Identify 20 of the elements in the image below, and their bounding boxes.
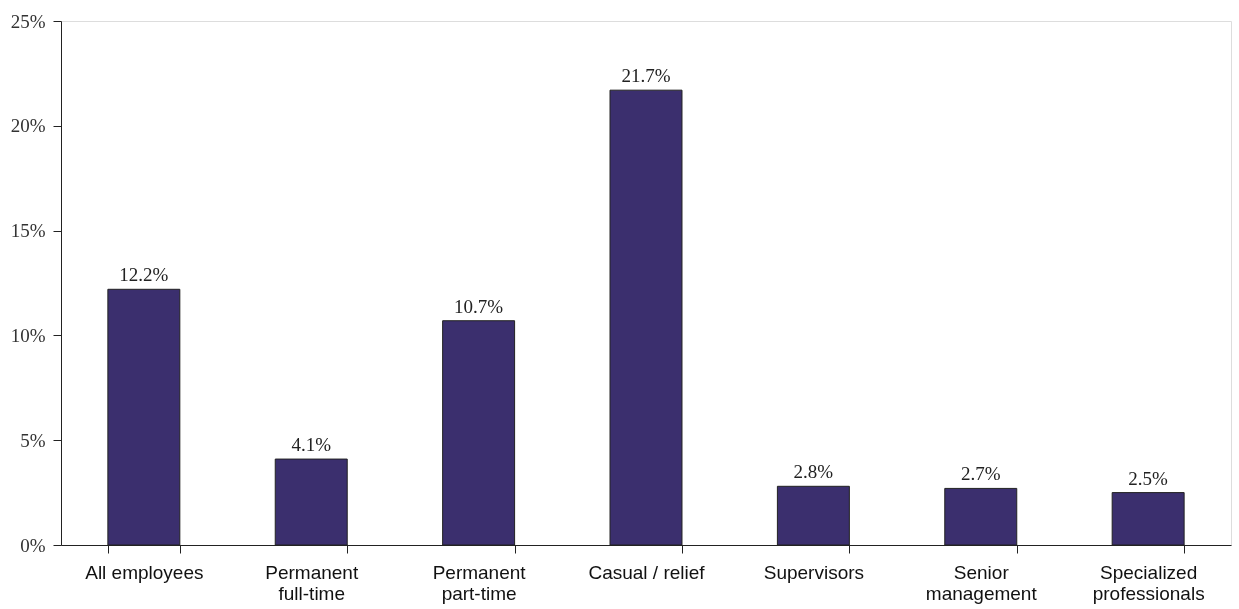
x-tick-label: Casual / relief — [588, 561, 706, 583]
y-tick-label: 0% — [20, 534, 46, 556]
x-tick-label: Specialized professionals — [1092, 561, 1205, 604]
data-label: 12.2% — [119, 264, 169, 286]
y-tick-label: 5% — [20, 429, 46, 451]
data-label: 21.7% — [621, 65, 671, 87]
data-label: 2.8% — [793, 461, 834, 483]
y-tick-label: 20% — [10, 115, 46, 137]
x-tick-label: Supervisors — [763, 561, 865, 583]
data-label: 4.1% — [291, 434, 332, 456]
data-label: 2.7% — [960, 463, 1001, 485]
data-label: 2.5% — [1128, 467, 1169, 489]
x-tick-label: Permanent full-time — [265, 561, 359, 604]
x-tick-label: Permanent part-time — [432, 561, 527, 604]
data-label: 10.7% — [454, 295, 504, 317]
y-tick-label: 25% — [10, 10, 46, 32]
y-tick-label: 15% — [10, 220, 46, 242]
y-tick-label: 10% — [10, 324, 46, 346]
x-tick-label: All employees — [85, 561, 204, 583]
x-tick-label: Senior management — [925, 561, 1038, 604]
